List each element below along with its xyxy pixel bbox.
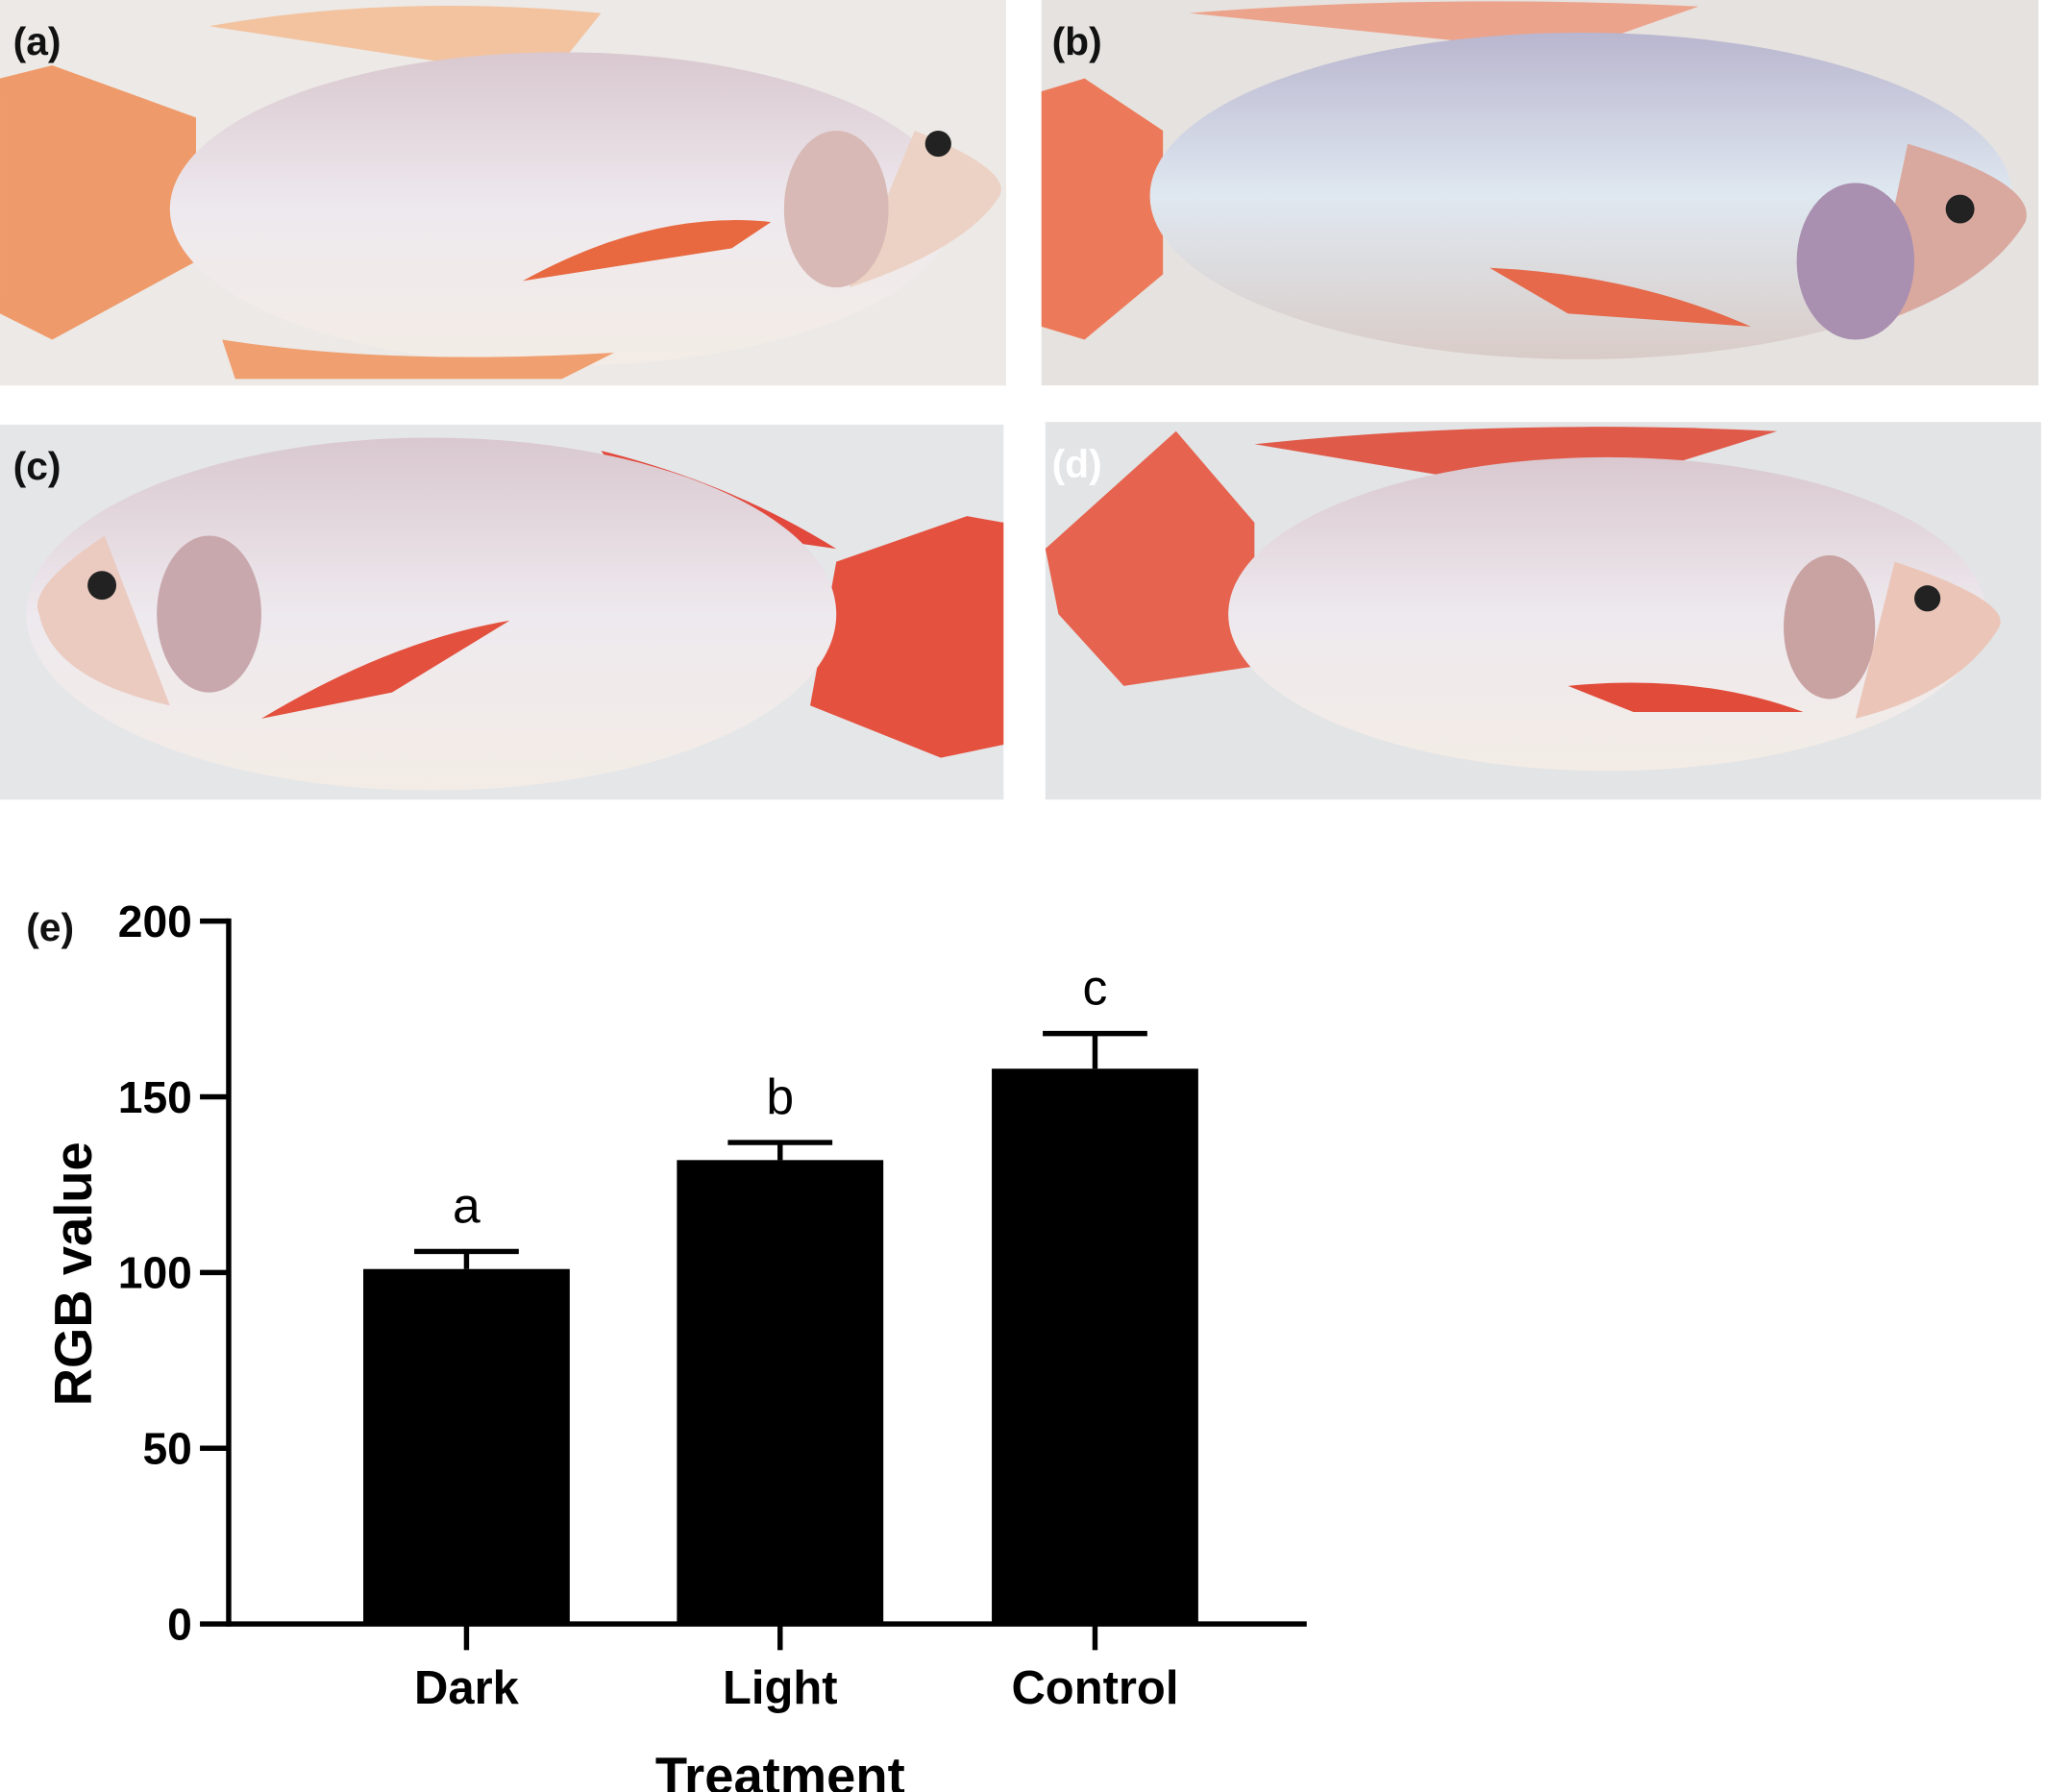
y-tick-label: 200 <box>118 896 192 946</box>
photo-c <box>0 424 1004 800</box>
bar <box>363 1268 570 1625</box>
error-bar <box>727 1140 833 1161</box>
x-axis-label: Treatment <box>655 1747 905 1792</box>
y-tick-label: 100 <box>118 1248 192 1298</box>
photo-b <box>1041 0 2039 386</box>
error-bar <box>1043 1030 1147 1069</box>
bar <box>992 1068 1198 1625</box>
significance-letter: b <box>766 1068 794 1124</box>
x-tick-label: Control <box>1011 1662 1178 1714</box>
photo-d <box>1045 422 2041 800</box>
y-tick-label: 0 <box>167 1599 192 1649</box>
y-axis-label: RGB value <box>44 1141 103 1406</box>
significance-letter: a <box>453 1178 480 1234</box>
x-tick-label: Dark <box>414 1662 520 1714</box>
y-tick-label: 50 <box>142 1424 191 1474</box>
panel-label: (e) <box>26 905 74 949</box>
significance-letter: c <box>1083 960 1108 1016</box>
bar <box>677 1160 884 1625</box>
x-tick-label: Light <box>723 1662 838 1714</box>
panel-label: (c) <box>13 444 62 488</box>
photo-a <box>0 0 1007 386</box>
y-tick-label: 150 <box>118 1072 192 1122</box>
panel-label: (b) <box>1052 19 1102 63</box>
panel-label: (d) <box>1052 441 1102 485</box>
error-bar <box>414 1248 519 1269</box>
panel-label: (a) <box>13 19 62 63</box>
